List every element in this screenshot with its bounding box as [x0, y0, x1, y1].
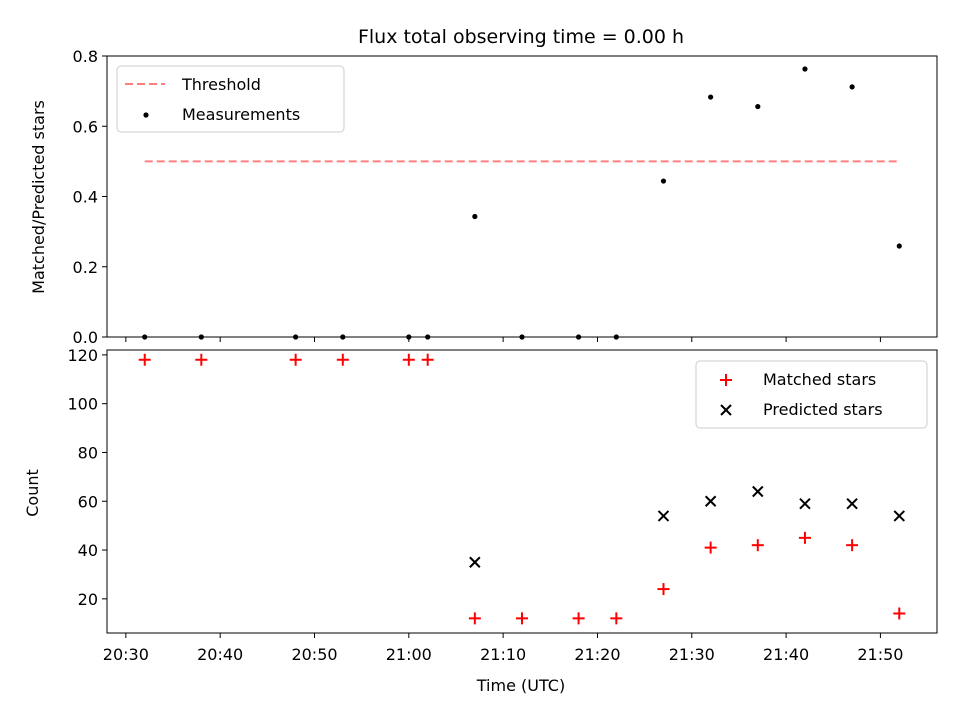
predicted-star-point: [704, 495, 717, 507]
measurement-point: [755, 103, 761, 110]
top-y-tick-label: 0.2: [73, 258, 98, 277]
legend-threshold-label: Threshold: [181, 75, 261, 94]
top-y-tick-label: 0.0: [73, 328, 98, 347]
x-tick-label: 21:30: [669, 645, 715, 664]
x-tick-label: 20:40: [197, 645, 243, 664]
x-tick-label: 20:50: [291, 645, 337, 664]
top-y-tick-label: 0.6: [73, 117, 98, 136]
matched-star-point: [893, 607, 906, 620]
legend-matched-swatch: [720, 374, 732, 386]
bottom-plot-frame: [106, 349, 938, 634]
measurement-point: [849, 84, 855, 90]
ratio-panel: Matched/Predicted stars 0.00.20.40.60.8 …: [29, 47, 938, 347]
matched-star-point: [336, 353, 349, 366]
legend-predicted-swatch: [720, 404, 732, 416]
measurement-point: [708, 94, 714, 100]
predicted-star-point: [752, 485, 764, 498]
top-legend-box: [116, 65, 345, 133]
bottom-y-axis-label: Count: [23, 469, 42, 517]
matched-star-point: [421, 353, 434, 366]
bottom-y-tick-label: 40: [78, 541, 98, 560]
matched-star-point: [798, 531, 811, 544]
bottom-y-tick-label: 20: [78, 590, 98, 609]
predicted-star-point: [469, 556, 481, 568]
x-tick-label: 21:10: [480, 645, 526, 664]
matched-star-point: [516, 612, 528, 625]
measurement-point: [472, 213, 478, 220]
measurement-point: [896, 243, 902, 249]
matched-star-point: [704, 541, 717, 554]
predicted-star-point: [846, 497, 858, 510]
matched-star-point: [846, 539, 859, 552]
top-y-tick-label: 0.8: [73, 47, 98, 66]
top-legend: Threshold Measurements: [116, 65, 345, 133]
legend-predicted-label: Predicted stars: [763, 400, 883, 419]
predicted-star-point: [657, 510, 670, 522]
legend-measurements-swatch: [143, 112, 149, 118]
bottom-y-tick-label: 100: [67, 395, 98, 414]
matched-star-point: [751, 539, 764, 552]
bottom-legend: Matched stars Predicted stars: [695, 360, 928, 429]
legend-measurements-label: Measurements: [182, 105, 300, 124]
matched-star-point: [289, 353, 302, 366]
x-tick-label: 21:40: [763, 645, 809, 664]
x-tick-label: 21:20: [574, 645, 620, 664]
bottom-legend-box: [695, 360, 928, 429]
matched-star-point: [657, 583, 670, 596]
count-panel: Count Time (UTC) 20 40 60 80 100 120 20:30 20:4…: [23, 346, 938, 695]
bottom-y-tick-label: 120: [67, 346, 98, 365]
predicted-star-point: [893, 510, 905, 522]
legend-matched-label: Matched stars: [763, 370, 876, 389]
matched-star-point: [468, 612, 481, 625]
measurement-point: [802, 66, 808, 72]
x-tick-label: 21:00: [386, 645, 432, 664]
bottom-y-tick-label: 80: [78, 443, 98, 462]
matched-star-point: [572, 612, 585, 625]
x-axis-label: Time (UTC): [476, 676, 565, 695]
bottom-y-tick-label: 60: [78, 492, 98, 511]
x-tick-label: 20:30: [103, 645, 149, 664]
matched-star-point: [138, 353, 151, 366]
matched-star-point: [402, 353, 415, 366]
predicted-star-point: [799, 497, 811, 510]
top-plot-frame: [106, 55, 938, 338]
measurement-point: [660, 178, 667, 184]
top-y-tick-label: 0.4: [73, 188, 98, 207]
top-y-axis-label: Matched/Predicted stars: [29, 100, 48, 294]
chart-title: Flux total observing time = 0.00 h: [358, 26, 684, 48]
x-tick-label: 21:50: [857, 645, 903, 664]
matched-star-point: [610, 612, 623, 625]
matched-star-point: [195, 353, 208, 366]
